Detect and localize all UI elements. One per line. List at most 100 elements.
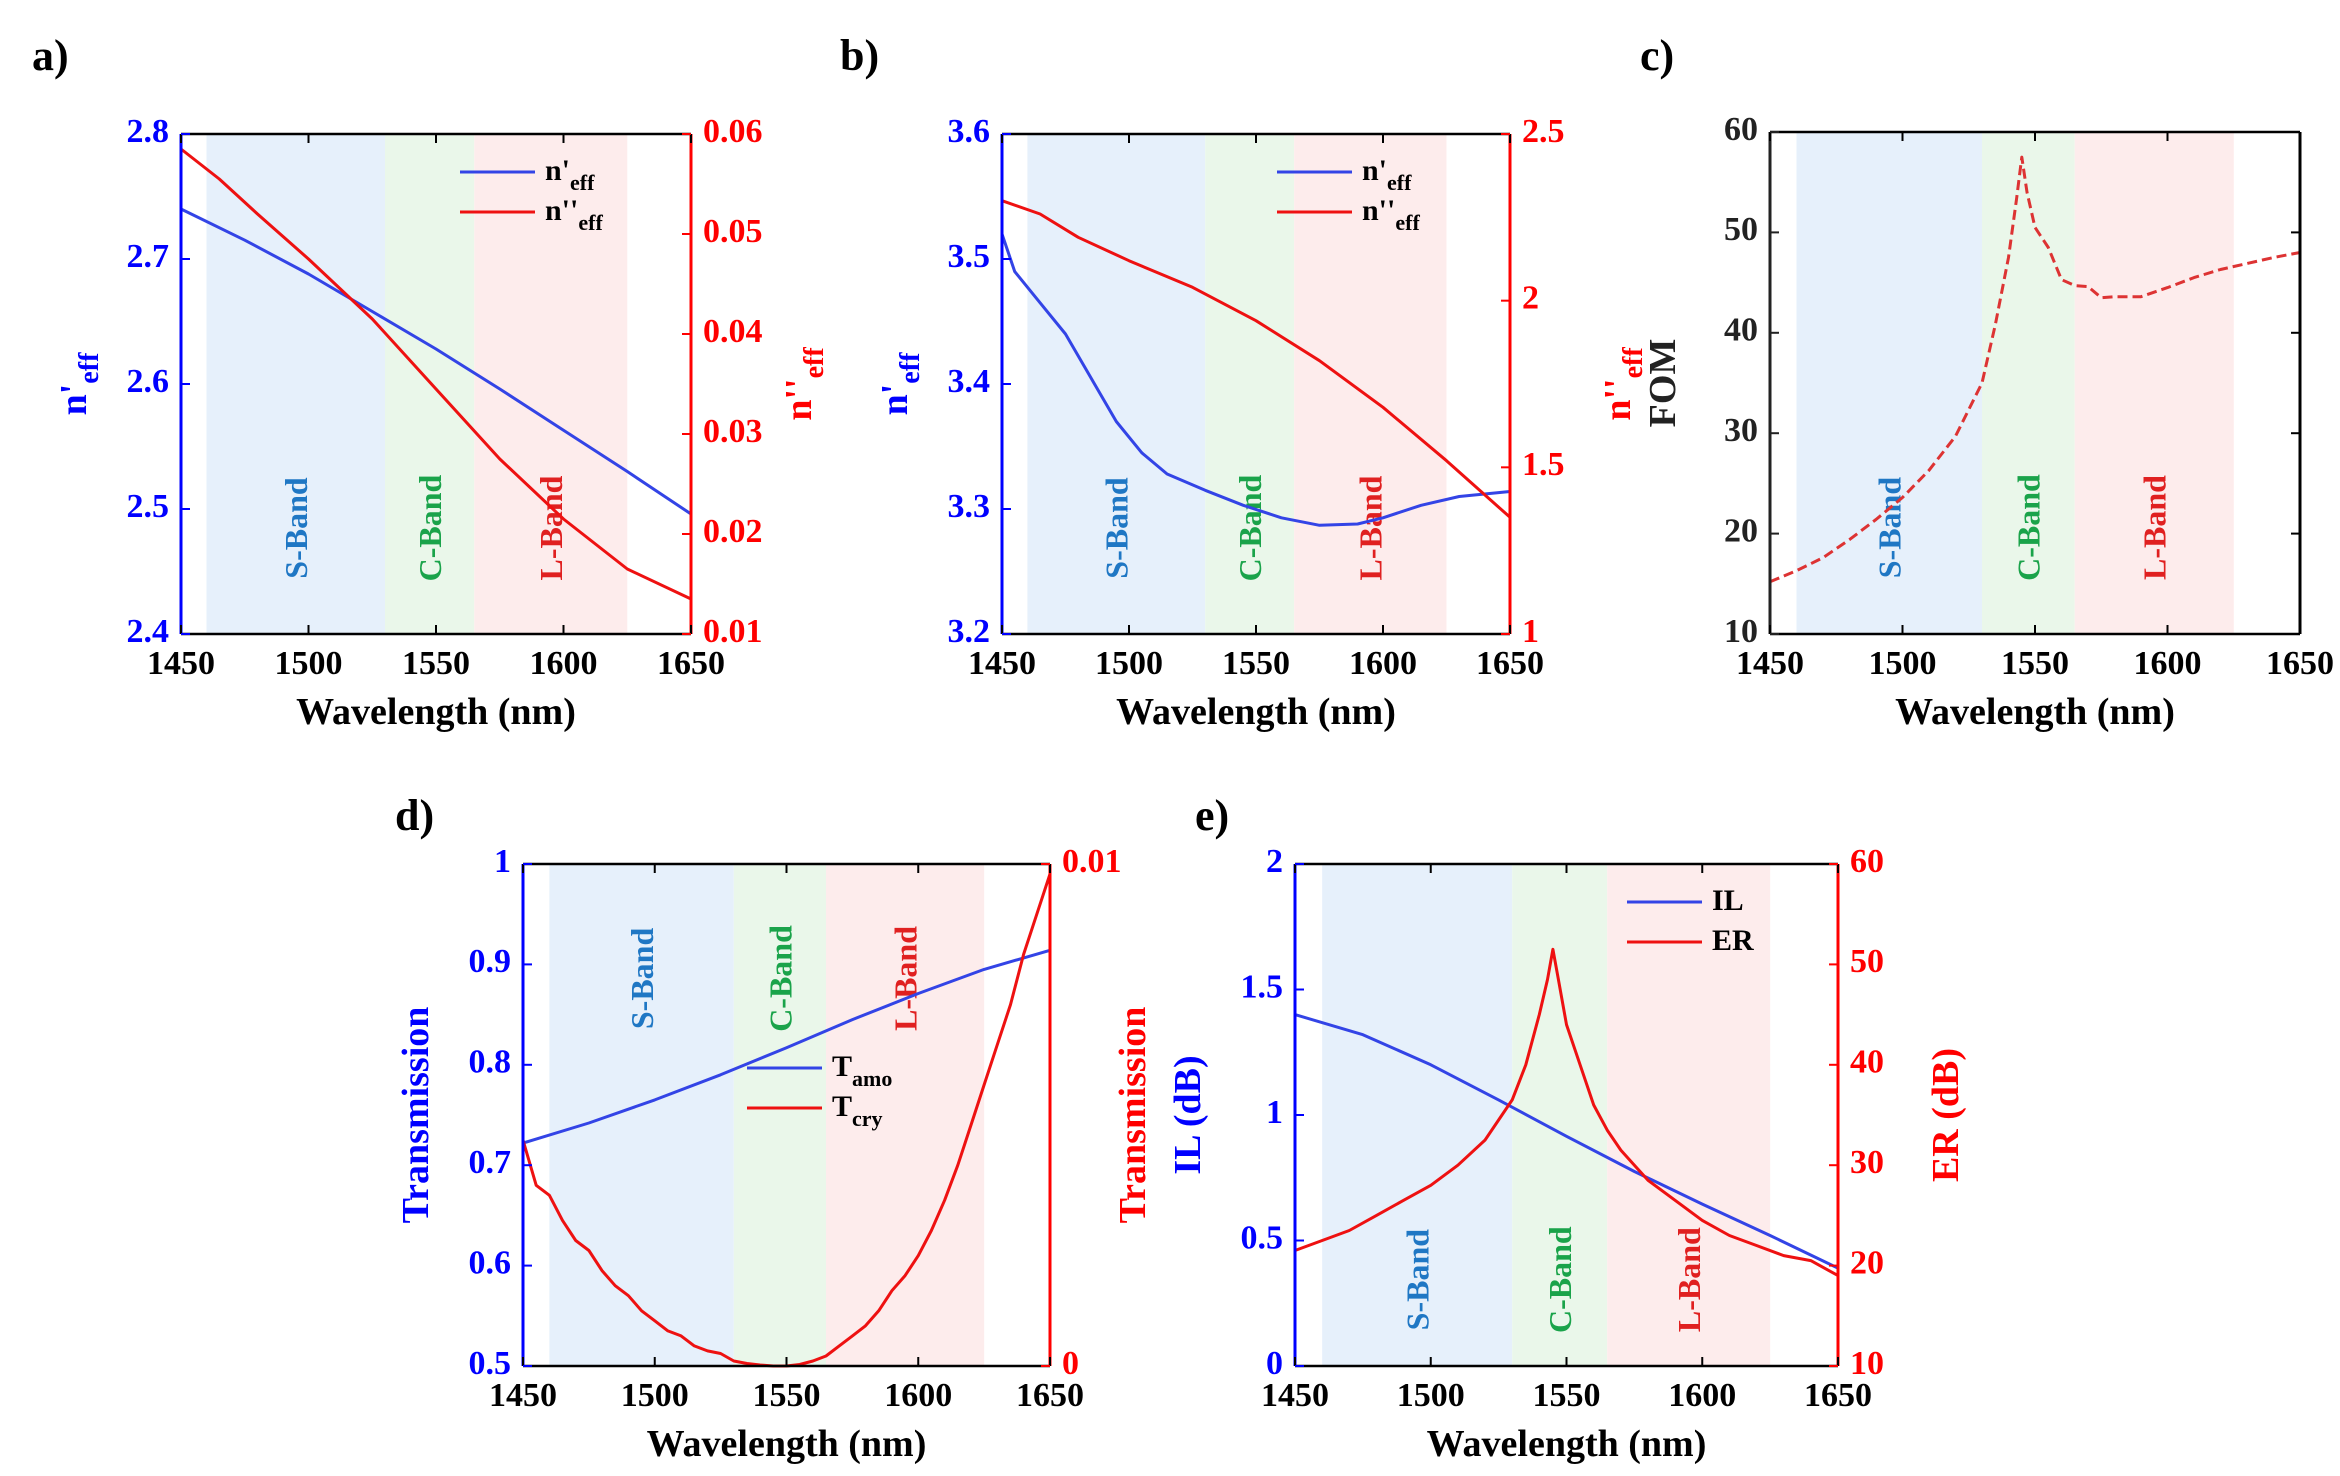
x-tick-label: 1600 bbox=[884, 1377, 952, 1414]
y-tick-label-left: 1 bbox=[494, 843, 511, 880]
y-tick-label-left: 2 bbox=[1266, 843, 1283, 880]
legend-label: Tcry bbox=[832, 1090, 883, 1131]
x-tick-label: 1600 bbox=[1349, 645, 1417, 682]
band-region bbox=[2074, 132, 2234, 634]
panel-a: a) S-Band C-Band L-Band 1450 1500 1550 1600 1650… bbox=[32, 31, 830, 733]
y-tick-label-left: 0.5 bbox=[1241, 1219, 1284, 1256]
legend-label: n'eff bbox=[1362, 154, 1412, 195]
y-tick-label-right: 0.01 bbox=[1062, 843, 1122, 880]
panel-label: a) bbox=[32, 31, 69, 80]
y-tick-label-left: 30 bbox=[1724, 412, 1758, 449]
y-tick-label-right: 30 bbox=[1850, 1144, 1884, 1181]
band-region bbox=[1027, 134, 1206, 634]
y-tick-label-left: 3.3 bbox=[948, 488, 991, 525]
band-label: C-Band bbox=[1542, 1226, 1578, 1333]
band-label: L-Band bbox=[1353, 475, 1389, 580]
panel-d: d) S-Band C-Band L-Band 1450 1500 1550 1600 1650… bbox=[395, 791, 1122, 1465]
x-tick-label: 1650 bbox=[657, 645, 725, 682]
band-label: S-Band bbox=[1400, 1229, 1436, 1331]
x-tick-label: 1500 bbox=[1869, 645, 1937, 682]
band-region bbox=[1796, 132, 1982, 634]
band-region bbox=[1322, 864, 1513, 1366]
y-tick-label-left: 2.4 bbox=[127, 613, 170, 650]
band-label: S-Band bbox=[1872, 477, 1908, 579]
band-label: L-Band bbox=[887, 926, 923, 1031]
legend-label: n'eff bbox=[545, 154, 595, 195]
y-tick-label-right: 1 bbox=[1522, 613, 1539, 650]
band-region bbox=[1205, 134, 1295, 634]
panel-c: c) S-Band C-Band L-Band 1450 1500 1550 1600 1650… bbox=[1640, 31, 2334, 733]
legend-label: n''eff bbox=[545, 194, 603, 235]
band-label: C-Band bbox=[762, 925, 798, 1032]
y-tick-label-left: 1.5 bbox=[1241, 968, 1284, 1005]
y-tick-label-right: 10 bbox=[1850, 1345, 1884, 1382]
y-axis-label-left: Transmission bbox=[395, 1007, 437, 1224]
panel-label: c) bbox=[1640, 31, 1674, 80]
x-tick-label: 1450 bbox=[1736, 645, 1804, 682]
band-label: L-Band bbox=[1671, 1227, 1707, 1332]
y-tick-label-left: 10 bbox=[1724, 613, 1758, 650]
legend-label: IL bbox=[1712, 884, 1744, 917]
panel-label: e) bbox=[1195, 791, 1229, 840]
band-label: C-Band bbox=[412, 474, 448, 581]
y-axis-label-right: n''eff bbox=[778, 347, 830, 421]
x-tick-label: 1550 bbox=[753, 1377, 821, 1414]
band-region bbox=[826, 864, 985, 1366]
y-tick-label-left: 50 bbox=[1724, 211, 1758, 248]
y-tick-label-right: 0.06 bbox=[703, 113, 763, 150]
y-tick-label-right: 1.5 bbox=[1522, 446, 1565, 483]
x-tick-label: 1600 bbox=[1668, 1377, 1736, 1414]
y-tick-label-left: 0.6 bbox=[469, 1244, 512, 1281]
y-tick-label-left: 0.9 bbox=[469, 943, 512, 980]
y-tick-label-right: 60 bbox=[1850, 843, 1884, 880]
x-axis-label: Wavelength (nm) bbox=[1895, 691, 2175, 733]
x-axis-label: Wavelength (nm) bbox=[647, 1423, 927, 1465]
band-label: L-Band bbox=[2137, 475, 2173, 580]
x-axis-label: Wavelength (nm) bbox=[296, 691, 576, 733]
y-tick-label-left: 60 bbox=[1724, 111, 1758, 148]
y-tick-label-right: 0.02 bbox=[703, 513, 763, 550]
y-tick-label-left: 0.8 bbox=[469, 1044, 512, 1081]
y-tick-label-left: 3.5 bbox=[948, 238, 991, 275]
series-line-2 bbox=[1001, 199, 1511, 519]
band-label: S-Band bbox=[624, 928, 660, 1030]
x-tick-label: 1650 bbox=[1804, 1377, 1872, 1414]
y-tick-label-left: 20 bbox=[1724, 512, 1758, 549]
x-tick-label: 1500 bbox=[1095, 645, 1163, 682]
x-tick-label: 1650 bbox=[1476, 645, 1544, 682]
legend-label: n''eff bbox=[1362, 194, 1420, 235]
x-tick-label: 1600 bbox=[530, 645, 598, 682]
series-line-2 bbox=[180, 147, 692, 601]
y-tick-label-left: 0.5 bbox=[469, 1345, 512, 1382]
series-line-2 bbox=[1294, 947, 1839, 1277]
legend-label: ER bbox=[1712, 924, 1754, 957]
legend: IL ER bbox=[1627, 884, 1754, 957]
x-axis-label: Wavelength (nm) bbox=[1427, 1423, 1707, 1465]
y-tick-label-left: 40 bbox=[1724, 312, 1758, 349]
y-tick-label-left: 0.7 bbox=[469, 1144, 512, 1181]
x-tick-label: 1500 bbox=[621, 1377, 689, 1414]
y-tick-label-right: 0.01 bbox=[703, 613, 763, 650]
y-tick-label-left: 2.7 bbox=[127, 238, 170, 275]
y-tick-label-left: 3.4 bbox=[948, 363, 991, 400]
y-tick-label-right: 0.05 bbox=[703, 213, 763, 250]
x-tick-label: 1550 bbox=[402, 645, 470, 682]
series-line-1 bbox=[1769, 155, 2301, 584]
band-label: S-Band bbox=[1099, 477, 1135, 579]
band-region bbox=[549, 864, 734, 1366]
y-tick-label-right: 0 bbox=[1062, 1345, 1079, 1382]
y-tick-label-right: 2.5 bbox=[1522, 113, 1565, 150]
y-axis-label-left: n'eff bbox=[874, 352, 926, 415]
y-tick-label-left: 1 bbox=[1266, 1094, 1283, 1131]
band-region bbox=[1607, 864, 1771, 1366]
x-tick-label: 1550 bbox=[2001, 645, 2069, 682]
y-tick-label-left: 2.8 bbox=[127, 113, 170, 150]
band-label: C-Band bbox=[1232, 474, 1268, 581]
y-tick-label-right: 50 bbox=[1850, 943, 1884, 980]
y-tick-label-left: 2.5 bbox=[127, 488, 170, 525]
x-tick-label: 1600 bbox=[2134, 645, 2202, 682]
series-line-1 bbox=[1294, 1013, 1839, 1270]
x-tick-label: 1500 bbox=[1397, 1377, 1465, 1414]
